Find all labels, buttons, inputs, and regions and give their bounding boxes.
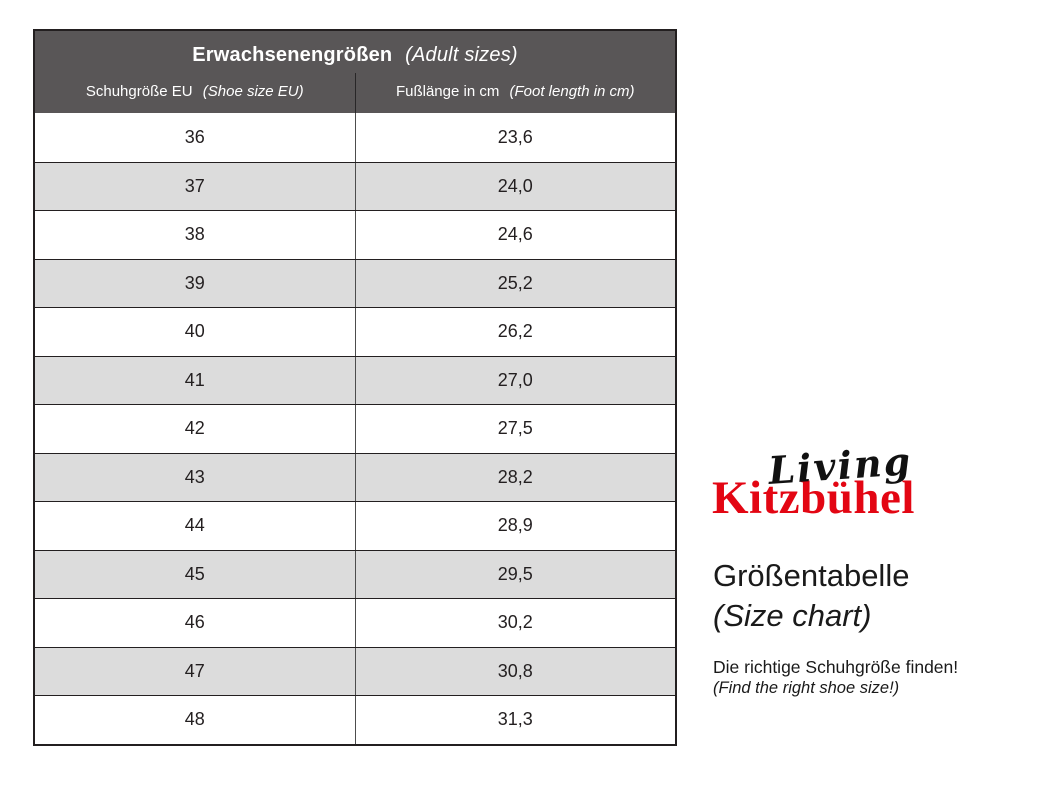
shoe-size-cell: 46	[184, 612, 205, 633]
column-header-foot-length-label: Fußlänge in cm	[395, 83, 500, 100]
table-row: 44 28,9	[35, 501, 675, 550]
column-header-foot-length: Fußlänge in cm (Foot length in cm)	[354, 73, 676, 113]
shoe-size-cell: 38	[184, 224, 205, 245]
caption-title-note: (Size chart)	[713, 598, 872, 633]
caption-subtitle: Die richtige Schuhgröße finden!	[713, 657, 959, 677]
table-row: 36 23,6	[35, 113, 675, 162]
table-row: 41 27,0	[35, 355, 676, 404]
brand-logo: Living Kitzbühel	[712, 438, 1012, 524]
foot-length-cell: 24,0	[354, 162, 676, 210]
table-title-main: Erwachsenengrößen	[192, 44, 393, 66]
foot-length-cell: 29,5	[354, 550, 676, 598]
caption-title: Größentabelle	[713, 558, 910, 593]
table-row: 37 24,0	[35, 161, 676, 210]
shoe-size-cell: 40	[184, 321, 205, 342]
table-row: 43 28,2	[35, 452, 676, 501]
table-row: 45 29,5	[35, 549, 676, 598]
size-table: Erwachsenengrößen (Adult sizes) Schuhgrö…	[33, 29, 677, 746]
table-row: 38 24,6	[35, 210, 675, 259]
shoe-size-cell: 36	[184, 126, 205, 147]
table-title: Erwachsenengrößen (Adult sizes)	[35, 31, 675, 73]
column-header-shoe-size-label: Schuhgröße EU	[85, 83, 193, 100]
shoe-size-cell: 37	[184, 175, 205, 196]
table-row: 39 25,2	[35, 258, 676, 307]
caption: Größentabelle (Size chart) Die richtige …	[713, 556, 958, 699]
shoe-size-cell: 42	[184, 418, 205, 439]
table-row: 42 27,5	[35, 404, 675, 453]
shoe-size-cell: 44	[184, 515, 205, 536]
table-title-note: (Adult sizes)	[405, 44, 518, 66]
table-row: 46 30,2	[35, 598, 675, 647]
table-row: 48 31,3	[35, 695, 675, 744]
caption-subtitle-note: (Find the right shoe size!)	[713, 679, 900, 697]
foot-length-cell: 28,9	[354, 502, 676, 550]
column-header-shoe-size: Schuhgröße EU (Shoe size EU)	[35, 73, 355, 113]
shoe-size-cell: 48	[184, 709, 205, 730]
shoe-size-cell: 43	[184, 466, 205, 487]
foot-length-cell: 30,8	[354, 647, 676, 695]
foot-length-cell: 23,6	[354, 113, 676, 162]
foot-length-cell: 26,2	[354, 308, 676, 356]
table-header: Erwachsenengrößen (Adult sizes) Schuhgrö…	[35, 31, 675, 113]
shoe-size-cell: 39	[184, 272, 205, 293]
foot-length-cell: 27,5	[354, 405, 676, 453]
column-headers: Schuhgröße EU (Shoe size EU) Fußlänge in…	[35, 73, 675, 113]
foot-length-cell: 27,0	[354, 356, 676, 404]
brand-logo-name-kitzbuehel: Kitzbühel	[712, 472, 915, 524]
foot-length-cell: 28,2	[354, 453, 676, 501]
shoe-size-cell: 47	[184, 660, 205, 681]
table-row: 47 30,8	[35, 646, 676, 695]
foot-length-cell: 24,6	[354, 211, 676, 259]
table-body: 36 23,6 37 24,0 38 24,6 39 25,2 40 26,2 …	[35, 113, 675, 744]
shoe-size-cell: 45	[184, 563, 205, 584]
foot-length-cell: 25,2	[354, 259, 676, 307]
shoe-size-cell: 41	[184, 369, 205, 390]
foot-length-cell: 30,2	[354, 599, 676, 647]
foot-length-cell: 31,3	[354, 696, 676, 744]
table-row: 40 26,2	[35, 307, 675, 356]
column-header-shoe-size-note: (Shoe size EU)	[202, 83, 304, 100]
column-header-foot-length-note: (Foot length in cm)	[509, 83, 635, 100]
